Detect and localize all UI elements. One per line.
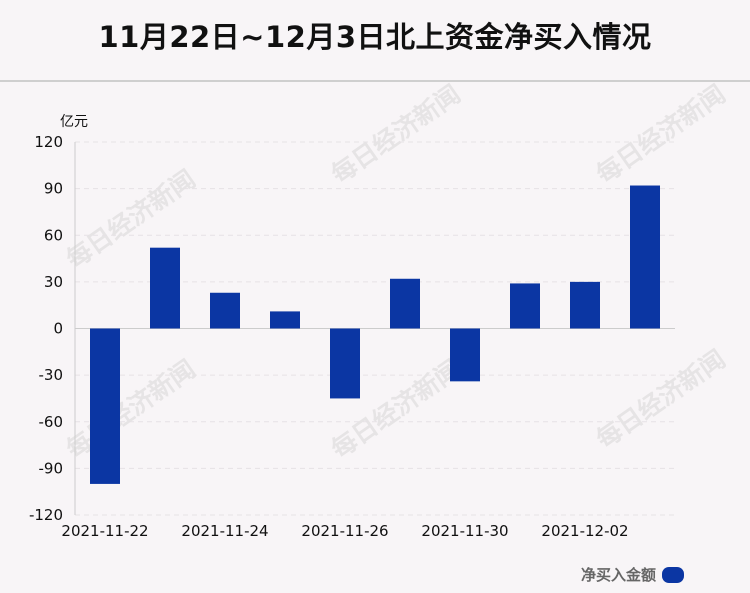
bar [390, 278, 420, 329]
bar [90, 328, 120, 484]
bar [450, 328, 480, 382]
title-divider [0, 80, 750, 82]
x-tick-label: 2021-11-22 [61, 522, 148, 540]
bar [210, 292, 240, 329]
legend-swatch [662, 566, 684, 583]
y-tick-label: -120 [29, 506, 63, 524]
y-tick-label: 30 [44, 273, 63, 291]
y-tick-label: 60 [44, 226, 63, 244]
y-tick-label: -30 [39, 366, 64, 384]
x-tick-label: 2021-11-24 [181, 522, 268, 540]
y-tick-label: 90 [44, 180, 63, 198]
x-tick-label: 2021-12-02 [541, 522, 628, 540]
bar [570, 281, 600, 329]
x-tick-label: 2021-11-30 [421, 522, 508, 540]
bar [270, 311, 300, 329]
bar [150, 247, 180, 329]
bar [630, 185, 660, 329]
y-tick-label: 120 [34, 133, 63, 151]
x-tick-label: 2021-11-26 [301, 522, 388, 540]
y-tick-label: -90 [39, 459, 64, 477]
y-tick-label: 0 [53, 320, 63, 338]
legend-label: 净买入金额 [580, 566, 656, 584]
chart-title: 11月22日~12月3日北上资金净买入情况 [98, 20, 652, 54]
y-unit-label: 亿元 [60, 114, 88, 130]
y-tick-label: -60 [39, 413, 64, 431]
bar [330, 328, 360, 399]
legend: 净买入金额 [581, 564, 684, 585]
bar [510, 283, 540, 329]
